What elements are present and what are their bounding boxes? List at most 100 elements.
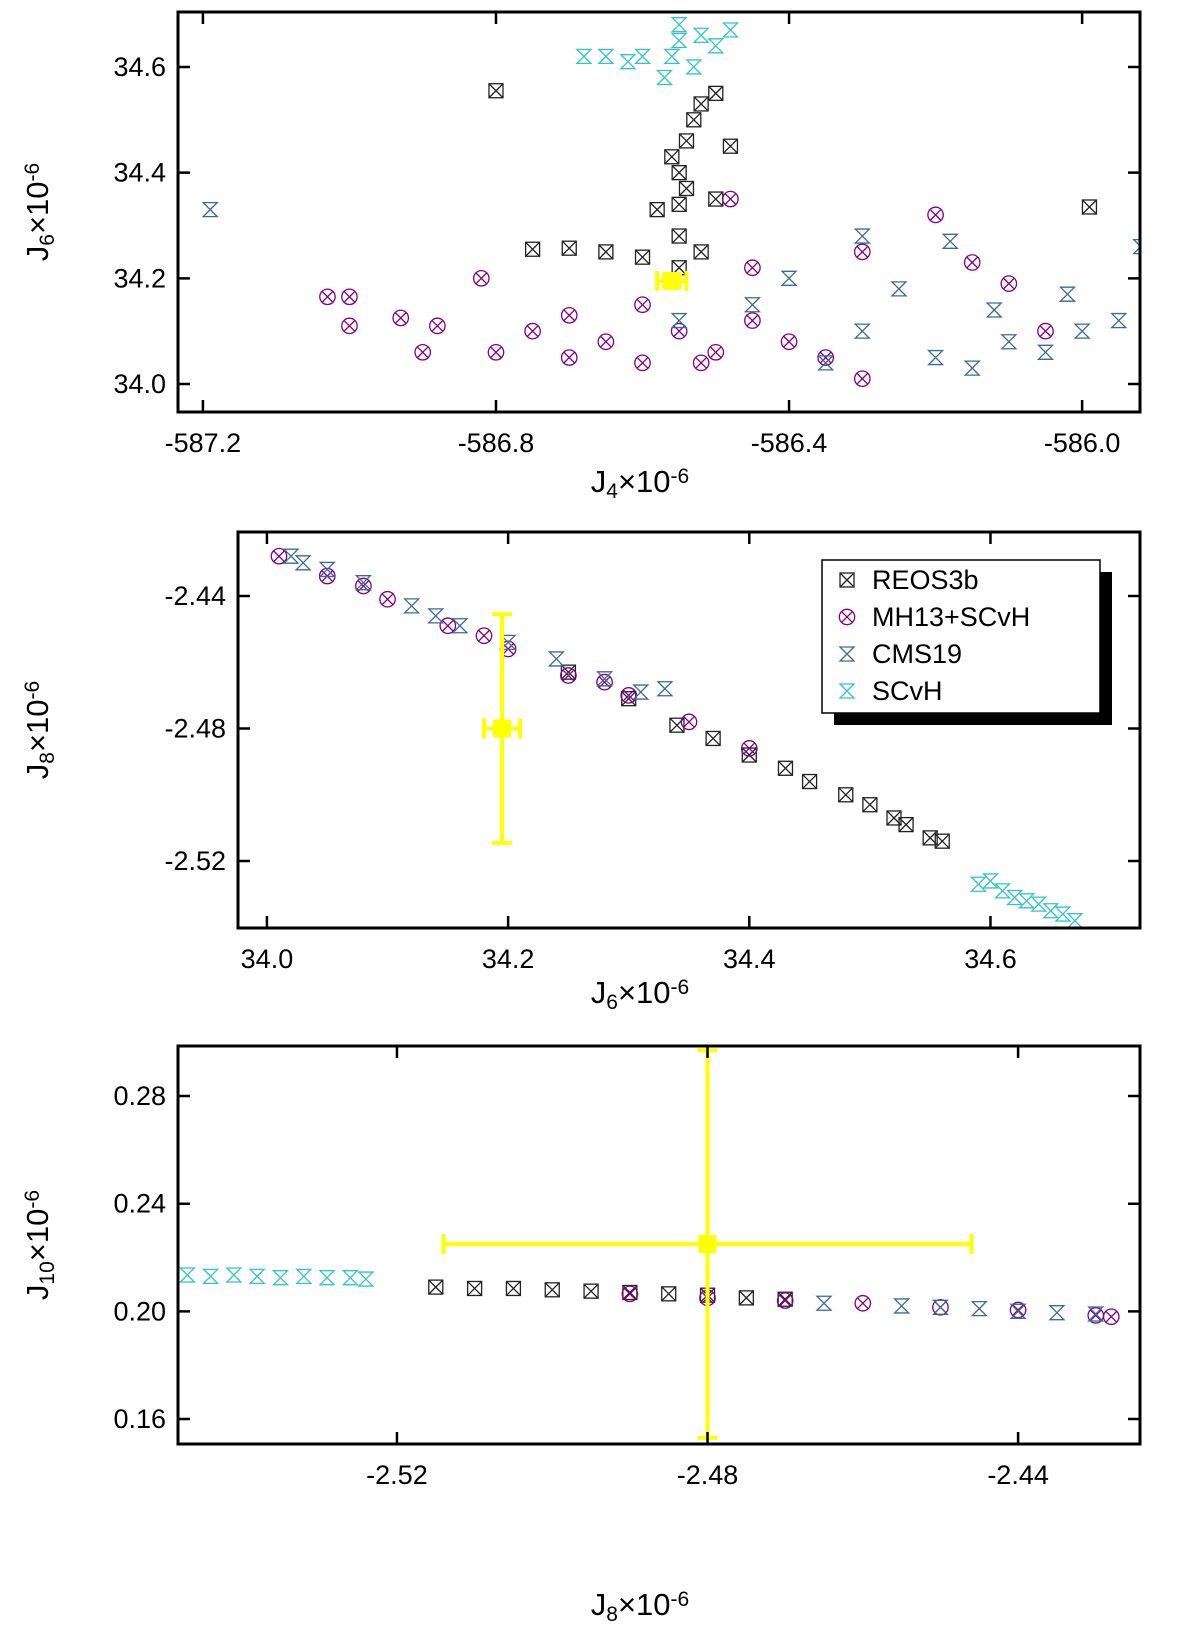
x-tick-label: -2.44 (987, 1460, 1049, 1490)
marker-square (738, 1290, 754, 1306)
x-tick-label: -2.52 (366, 1460, 428, 1490)
marker-circle (932, 1298, 949, 1316)
label-part: 10 (36, 1261, 59, 1284)
marker-cross (966, 256, 979, 269)
marker-circle (318, 567, 336, 585)
marker-bowtie (670, 17, 688, 33)
point (862, 797, 878, 813)
marker-circle (744, 312, 761, 329)
marker-circle (838, 608, 856, 626)
marker-square (505, 1280, 522, 1297)
marker-cross (661, 1286, 677, 1302)
marker-circle (634, 296, 651, 314)
marker-bowtie (670, 312, 688, 329)
marker-cross (441, 619, 454, 632)
marker-square (839, 572, 855, 588)
marker-cross (475, 272, 488, 285)
marker-cross (671, 196, 687, 212)
marker-cross (621, 691, 637, 707)
x-tick-label: -587.2 (165, 428, 242, 458)
marker-bowtie (1006, 889, 1024, 906)
marker-cross (649, 202, 665, 218)
marker-cross (583, 1283, 599, 1299)
point (1081, 199, 1098, 215)
marker-square (649, 201, 665, 218)
point (634, 249, 651, 265)
point (671, 164, 687, 181)
point (721, 22, 740, 38)
point (853, 370, 871, 388)
point (934, 833, 950, 849)
point (776, 1292, 794, 1309)
point (341, 288, 358, 306)
label-part: J (20, 1285, 55, 1301)
marker-square (898, 816, 914, 833)
marker-bowtie (670, 32, 688, 49)
point (403, 598, 421, 614)
y-tick-label: 34.0 (113, 369, 166, 399)
point (621, 1285, 639, 1303)
marker-circle (414, 343, 432, 361)
marker-bowtie (225, 1267, 243, 1283)
marker-bowtie (1054, 906, 1072, 922)
marker-cross (839, 572, 855, 588)
marker-circle (854, 1294, 872, 1312)
marker-cross (695, 356, 708, 369)
marker-square (934, 833, 950, 849)
marker-cross (321, 290, 334, 303)
point (1009, 1303, 1027, 1319)
legend-entry: REOS3b (839, 565, 979, 595)
marker-circle (439, 617, 457, 635)
marker-cross (929, 208, 942, 221)
y-tick-label: 0.16 (113, 1404, 166, 1434)
marker-circle (355, 577, 372, 595)
marker-cross (467, 1281, 483, 1296)
marker-bowtie (178, 1267, 196, 1283)
marker-circle (780, 333, 798, 351)
observation (698, 1235, 717, 1254)
marker-cross (838, 787, 854, 803)
marker-bowtie (893, 1298, 911, 1314)
marker-bowtie (427, 608, 445, 624)
axis-label: J10×10-6 (20, 1190, 59, 1300)
point (981, 873, 1000, 889)
point (922, 830, 938, 846)
point (392, 309, 410, 327)
point (318, 1270, 336, 1286)
marker-bowtie (632, 684, 650, 700)
marker-bowtie (985, 302, 1003, 318)
axis-label: J4×10-6 (591, 464, 689, 503)
point (547, 651, 565, 667)
plot-area (270, 547, 1084, 928)
point (619, 54, 637, 70)
marker-cross (683, 715, 695, 728)
marker-cross (722, 138, 738, 154)
marker-cross (856, 245, 869, 258)
legend-label: CMS19 (872, 639, 962, 669)
marker-circle (817, 349, 835, 366)
point (670, 312, 688, 329)
point (634, 296, 651, 314)
marker-bowtie (743, 297, 761, 313)
point (708, 191, 724, 207)
marker-cross (343, 290, 356, 303)
marker-bowtie (596, 671, 614, 687)
marker-bowtie (838, 683, 856, 699)
point (664, 149, 680, 165)
marker-circle (341, 317, 358, 335)
point (838, 787, 854, 803)
marker-bowtie (890, 281, 908, 297)
axes-frame (176, 10, 1142, 414)
label-part: J (591, 1587, 607, 1622)
label-part: -6 (21, 1190, 44, 1209)
marker-square (801, 773, 818, 790)
marker-cross (428, 1279, 444, 1295)
marker-bowtie (202, 1268, 220, 1284)
marker-square (705, 730, 721, 747)
marker-bowtie (707, 38, 725, 54)
marker-cross (856, 372, 869, 385)
label-part: J (20, 764, 55, 780)
point (575, 48, 593, 65)
point (524, 241, 541, 257)
marker-bowtie (201, 201, 219, 218)
